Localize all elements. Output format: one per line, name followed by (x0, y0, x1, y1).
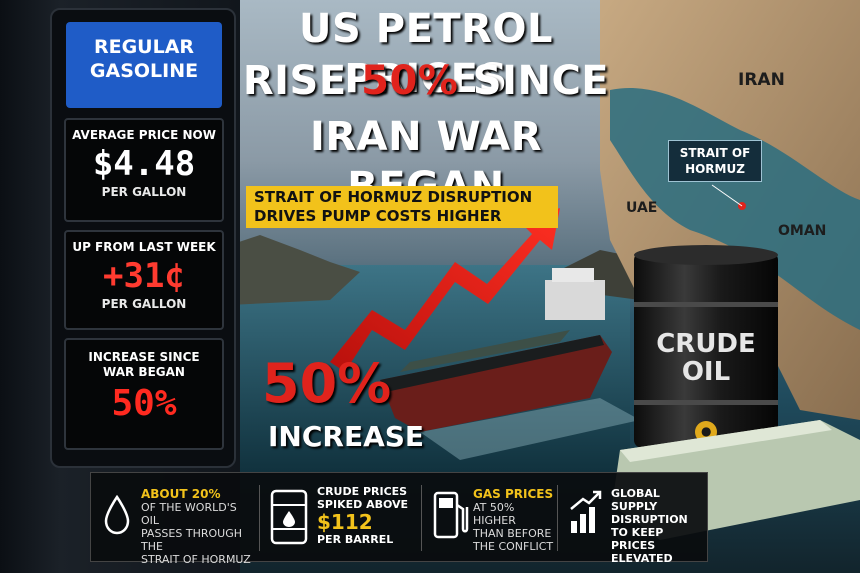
info-line: ELEVATED (611, 552, 673, 565)
info-line: GLOBAL SUPPLY (611, 487, 660, 513)
info-text-3: GAS PRICES AT 50% HIGHER THAN BEFORE THE… (473, 487, 557, 553)
headline-line2-pre: RISE (242, 58, 362, 104)
divider (421, 485, 422, 551)
info-line: AT 50% HIGHER (473, 501, 516, 527)
subhead-line1: STRAIT OF HORMUZ DISRUPTION (254, 188, 533, 206)
rising-chart-icon (570, 490, 602, 533)
info-line: PASSES THROUGH THE (141, 527, 242, 553)
info-item-gas-prices: GAS PRICES AT 50% HIGHER THAN BEFORE THE… (423, 473, 557, 563)
info-item-crude-price: CRUDE PRICES SPIKED ABOVE $112 PER BARRE… (261, 473, 421, 563)
barrel-label-line2: OIL (681, 357, 731, 387)
divider (557, 485, 558, 551)
gas-pump: REGULAR GASOLINE AVERAGE PRICE NOW $4.48… (0, 0, 240, 573)
info-line: THAN BEFORE (473, 527, 552, 540)
map-label-uae: UAE (626, 200, 658, 216)
info-line: CRUDE PRICES (317, 485, 408, 498)
panel-unit: PER GALLON (101, 185, 187, 199)
map-label-strait: STRAIT OF HORMUZ (668, 140, 762, 182)
headline-line1: US PETROL PRICES (299, 6, 553, 102)
info-line: OF THE WORLD'S OIL (141, 501, 237, 527)
info-text-4: GLOBAL SUPPLY DISRUPTION TO KEEP PRICES … (611, 487, 707, 565)
price-panel-since-war: INCREASE SINCE WAR BEGAN 50% (64, 338, 224, 450)
strait-label-line2: HORMUZ (685, 162, 745, 176)
info-item-supply: GLOBAL SUPPLY DISRUPTION TO KEEP PRICES … (559, 473, 707, 565)
price-panel-weekly: UP FROM LAST WEEK +31¢ PER GALLON (64, 230, 224, 330)
strait-label-line1: STRAIT OF (679, 146, 751, 160)
info-highlight: ABOUT 20% (141, 487, 221, 501)
info-line: SPIKED ABOVE (317, 498, 409, 511)
pump-label-line2: GASOLINE (89, 60, 199, 82)
price-panel-average: AVERAGE PRICE NOW $4.48 PER GALLON (64, 118, 224, 222)
weekly-change-value: +31¢ (103, 256, 185, 296)
info-highlight: $112 (317, 510, 373, 534)
panel-unit: PER GALLON (101, 297, 187, 311)
barrel-label-line1: CRUDE (656, 329, 756, 359)
info-line: DISRUPTION (611, 513, 688, 526)
info-line: PER BARREL (317, 533, 394, 546)
oil-barrel-icon (270, 489, 308, 545)
panel-caption: UP FROM LAST WEEK (72, 240, 216, 254)
barrel-label: CRUDE OIL (634, 330, 778, 386)
panel-caption: AVERAGE PRICE NOW (72, 128, 216, 142)
pump-label-line1: REGULAR (93, 36, 195, 58)
info-item-oil-share: ABOUT 20% OF THE WORLD'S OIL PASSES THRO… (91, 473, 257, 566)
info-text-1: ABOUT 20% OF THE WORLD'S OIL PASSES THRO… (141, 487, 257, 566)
map-label-oman: OMAN (778, 223, 827, 239)
info-line: STRAIT OF HORMUZ (141, 553, 251, 566)
subhead-line2: DRIVES PUMP COSTS HIGHER (254, 207, 502, 225)
gas-pump-icon (433, 491, 469, 539)
divider (259, 485, 260, 551)
panel-caption-line2: WAR BEGAN (103, 365, 185, 379)
pump-fuel-label: REGULAR GASOLINE (66, 22, 222, 108)
oil-drop-icon: ● (701, 424, 712, 438)
oil-drop-icon (104, 495, 130, 535)
headline-percent: 50% (361, 58, 459, 104)
average-price-value: $4.48 (92, 144, 196, 184)
map-label-iran: IRAN (738, 70, 785, 90)
increase-word: INCREASE (268, 420, 425, 453)
info-bar: ABOUT 20% OF THE WORLD'S OIL PASSES THRO… (90, 472, 708, 566)
info-line: TO KEEP PRICES (611, 526, 664, 552)
increase-percent: 50% (262, 352, 392, 415)
headline-line2: RISE 50% SINCE (236, 56, 616, 106)
info-text-2: CRUDE PRICES SPIKED ABOVE $112 PER BARRE… (317, 485, 408, 546)
panel-caption-line1: INCREASE SINCE (88, 350, 200, 364)
subhead-banner: STRAIT OF HORMUZ DISRUPTION DRIVES PUMP … (246, 186, 558, 228)
info-line: THE CONFLICT (473, 540, 554, 553)
increase-since-war-value: 50% (111, 383, 177, 424)
info-highlight: GAS PRICES (473, 487, 554, 501)
headline-line2-post: SINCE (458, 58, 610, 104)
